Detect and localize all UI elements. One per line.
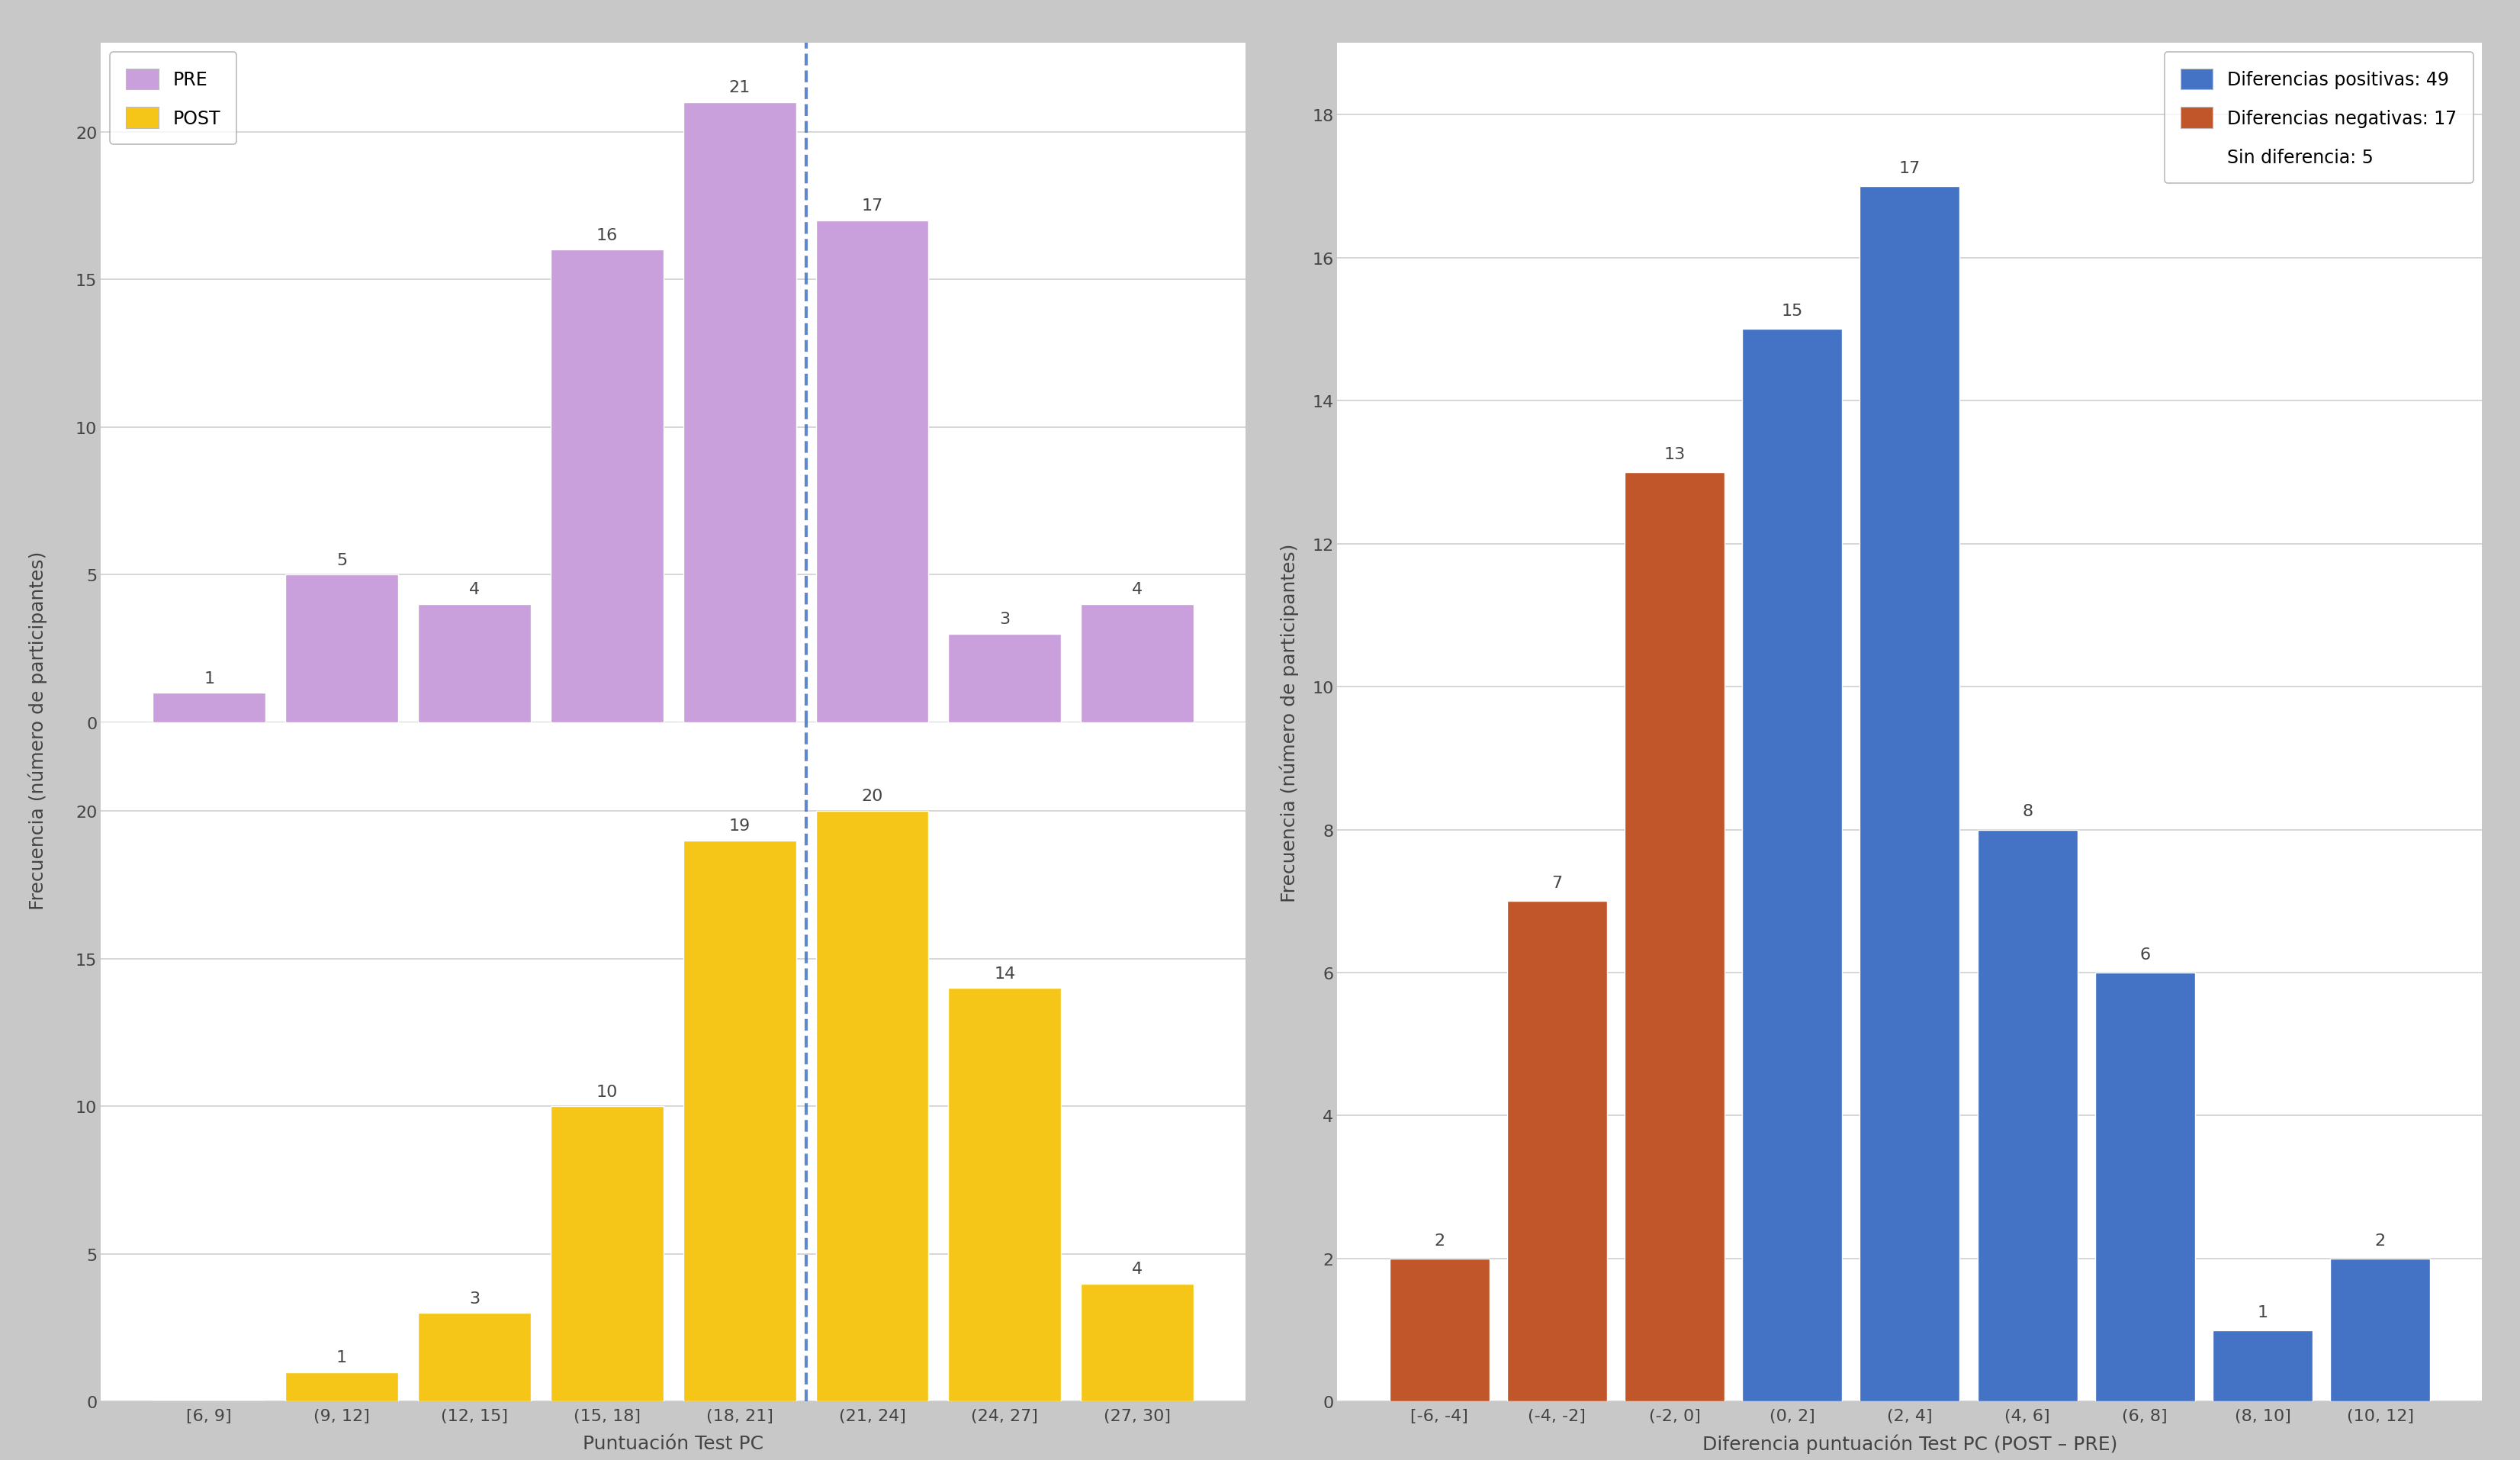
Text: 2: 2 bbox=[1434, 1232, 1444, 1248]
Text: 4: 4 bbox=[1131, 1261, 1142, 1276]
Legend: Diferencias positivas: 49, Diferencias negativas: 17, Sin diferencia: 5: Diferencias positivas: 49, Diferencias n… bbox=[2165, 53, 2472, 184]
Text: Frecuencia (número de participantes): Frecuencia (número de participantes) bbox=[28, 550, 48, 910]
Text: 17: 17 bbox=[1900, 161, 1920, 177]
X-axis label: Diferencia puntuación Test PC (POST – PRE): Diferencia puntuación Test PC (POST – PR… bbox=[1701, 1434, 2117, 1453]
Text: 2: 2 bbox=[2374, 1232, 2386, 1248]
Bar bbox=[549, 1107, 663, 1402]
Bar bbox=[816, 812, 927, 1402]
Text: 6: 6 bbox=[2139, 948, 2150, 962]
Bar bbox=[2331, 1259, 2429, 1402]
Bar bbox=[549, 251, 663, 723]
Text: 3: 3 bbox=[469, 1291, 479, 1305]
Bar bbox=[683, 841, 796, 1402]
Text: 5: 5 bbox=[335, 552, 348, 568]
Bar bbox=[1625, 473, 1724, 1402]
Bar bbox=[948, 988, 1061, 1402]
Text: 14: 14 bbox=[993, 965, 1016, 981]
Bar bbox=[1507, 901, 1608, 1402]
Text: 1: 1 bbox=[2258, 1304, 2268, 1320]
Text: 4: 4 bbox=[469, 583, 479, 597]
Text: 1: 1 bbox=[204, 670, 214, 686]
Text: 13: 13 bbox=[1663, 447, 1686, 461]
Bar bbox=[418, 1313, 532, 1402]
Bar bbox=[948, 634, 1061, 723]
X-axis label: Puntuación Test PC: Puntuación Test PC bbox=[582, 1434, 764, 1453]
Legend: PRE, POST: PRE, POST bbox=[111, 53, 237, 145]
Bar bbox=[1081, 604, 1194, 723]
Bar bbox=[285, 575, 398, 723]
Bar bbox=[2094, 972, 2195, 1402]
Text: 19: 19 bbox=[728, 818, 751, 834]
Text: 1: 1 bbox=[335, 1349, 348, 1365]
Text: 10: 10 bbox=[597, 1083, 617, 1099]
Bar bbox=[154, 693, 265, 723]
Bar bbox=[285, 1372, 398, 1402]
Text: 20: 20 bbox=[862, 788, 882, 804]
Text: 8: 8 bbox=[2021, 804, 2034, 819]
Text: 17: 17 bbox=[862, 199, 882, 213]
Text: 7: 7 bbox=[1552, 876, 1562, 891]
Bar bbox=[2213, 1330, 2313, 1402]
Bar bbox=[816, 220, 927, 723]
Text: 21: 21 bbox=[728, 80, 751, 95]
Bar bbox=[1081, 1283, 1194, 1402]
Text: 16: 16 bbox=[597, 228, 617, 242]
Bar bbox=[1860, 187, 1961, 1402]
Bar bbox=[683, 102, 796, 723]
Text: 3: 3 bbox=[1000, 612, 1011, 626]
Text: 15: 15 bbox=[1782, 304, 1802, 318]
Bar bbox=[1389, 1259, 1489, 1402]
Bar bbox=[1741, 330, 1842, 1402]
Bar bbox=[418, 604, 532, 723]
Bar bbox=[1978, 829, 2076, 1402]
Y-axis label: Frecuencia (número de participantes): Frecuencia (número de participantes) bbox=[1280, 543, 1300, 902]
Text: 4: 4 bbox=[1131, 583, 1142, 597]
